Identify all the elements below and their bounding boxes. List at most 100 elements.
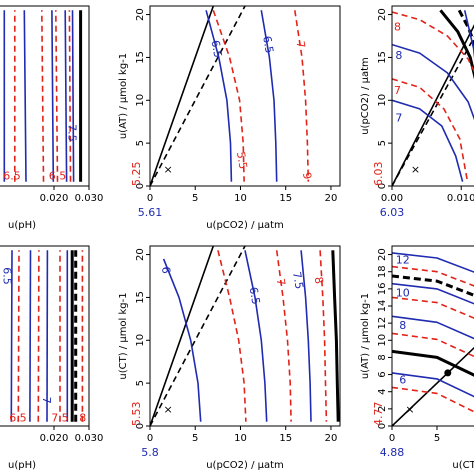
panel-top-right: × 8 8 7 7 0 5 10 15 20 0.00 0.010 6.03 6.03 u(pCO2) / … [360, 5, 474, 219]
x-tick-label: 0.00 [381, 193, 403, 204]
x-tick-label: 10 [234, 193, 247, 204]
x-tick-label: 5 [434, 433, 440, 444]
series-line-4 [41, 10, 45, 182]
x-tick-label: 15 [279, 433, 292, 444]
y-axis-label: u(pCO2) / μatm [360, 57, 371, 135]
contour-label: 6.5 [209, 39, 225, 58]
series-line-3 [205, 10, 233, 182]
contour-label: 7 [40, 397, 53, 404]
y-tick-label: 16 [377, 282, 388, 295]
series-line-4 [217, 250, 247, 422]
series-line-8 [392, 282, 474, 305]
series-line-10 [392, 265, 474, 287]
contour-label: 8 [394, 21, 401, 34]
y-tick-label: 14 [377, 300, 388, 313]
y-tick-label: 10 [377, 94, 388, 107]
origin-marker: × [163, 163, 172, 176]
contour-label: 6.5 [260, 35, 276, 54]
panel-frame [391, 5, 474, 187]
series-line-1 [392, 346, 474, 426]
y-tick-label: 6 [377, 371, 388, 377]
series-line-6 [392, 315, 474, 340]
x-axis-label: u(pH) [8, 460, 36, 471]
min-label-blue: 4.88 [380, 446, 405, 459]
x-tick-label: 20 [325, 433, 338, 444]
series-line-1 [150, 246, 215, 426]
series-line-7 [392, 78, 469, 182]
series-line-5 [392, 11, 474, 73]
min-label-blue: 5.8 [141, 446, 159, 459]
origin-marker: × [411, 163, 420, 176]
series-line-4 [392, 349, 474, 377]
x-tick-label: 0.020 [40, 193, 69, 204]
origin-marker: × [405, 403, 414, 416]
series-line-8 [68, 10, 72, 182]
series-line-7 [300, 250, 312, 422]
y-tick-label: 10 [135, 334, 146, 347]
series-line-3 [439, 9, 474, 80]
y-tick-label: 0 [135, 183, 146, 189]
plot-area: 6.5 7.5 6.5 [3, 10, 83, 183]
y-tick-label: 10 [135, 94, 146, 107]
panel-frame [0, 245, 90, 427]
series-line-9 [463, 10, 474, 59]
panel-frame [149, 5, 341, 187]
series-line-6 [392, 43, 474, 121]
plot-area: × 8 8 7 7 [392, 9, 474, 186]
y-tick-label: 20 [135, 8, 146, 21]
min-label-red: 5.53 [130, 402, 143, 427]
contour-label: 6.5 [3, 170, 21, 183]
y-tick-label: 20 [377, 248, 388, 261]
min-label-blue: 6.03 [380, 206, 405, 219]
min-label-blue: 5.61 [138, 206, 163, 219]
y-tick-label: 5 [135, 380, 146, 386]
contour-label: 6 [399, 374, 406, 387]
x-axis-label: u(pCO2) / μatm [206, 220, 284, 231]
min-label-red: 5.25 [130, 162, 143, 187]
panel-bottom-right: × 12 10 8 6 0 2 4 6 8 10 12 14 16 18 20 0 5 4.77 4.88 u(CT) u… [360, 245, 474, 471]
y-tick-label: 12 [377, 317, 388, 330]
x-tick-label: 0.010 [447, 193, 474, 204]
series-line-3 [29, 250, 32, 422]
series-line-8 [392, 99, 464, 182]
x-tick-label: 0.020 [40, 433, 69, 444]
y-tick-label: 15 [135, 291, 146, 304]
panel-bottom-middle: × 6 6.5 7 7.5 8 0 5 10 15 20 0 5 10 15 20 5.53 5.8 u(pCO2)… [118, 245, 341, 471]
series-line-5 [392, 332, 474, 358]
series-line-8 [319, 250, 328, 422]
min-label-red: 6.03 [372, 162, 385, 187]
x-tick-label: 0.030 [75, 433, 104, 444]
series-line-9 [71, 10, 75, 182]
x-axis-label: u(pCO2) / μatm [206, 460, 284, 471]
x-tick-label: 15 [279, 193, 292, 204]
contour-label: 8 [79, 411, 86, 424]
y-tick-label: 0 [377, 423, 388, 429]
contour-label: 7.5 [66, 124, 79, 142]
series-line-3 [23, 10, 27, 182]
series-line-1 [150, 6, 215, 186]
y-tick-label: 2 [377, 406, 388, 412]
contour-label: 7 [294, 40, 308, 49]
contour-label: 6 [159, 266, 173, 275]
x-tick-label: 5 [192, 193, 198, 204]
contour-label: 7 [395, 111, 402, 124]
series-line-3 [162, 258, 202, 422]
y-axis-label: u(AT) / μmol kg-1 [360, 293, 371, 379]
contour-label: 7 [274, 278, 288, 287]
y-tick-label: 10 [377, 334, 388, 347]
plot-area: 6.5 6.5 7 7.5 8 [0, 250, 86, 424]
contour-label: 8 [312, 276, 326, 285]
y-tick-label: 15 [135, 51, 146, 64]
series-line-2 [150, 246, 246, 426]
origin-marker: × [163, 403, 172, 416]
panel-frame [391, 245, 474, 427]
contour-label: 9 [300, 171, 314, 180]
series-line-1 [392, 24, 474, 186]
y-tick-label: 5 [377, 140, 388, 146]
y-axis-label: u(AT) / μmol kg-1 [118, 53, 129, 139]
series-line-9 [392, 274, 474, 297]
intersection-point [444, 369, 452, 377]
series-line-4 [212, 10, 245, 182]
contour-label: 7.5 [290, 271, 306, 290]
